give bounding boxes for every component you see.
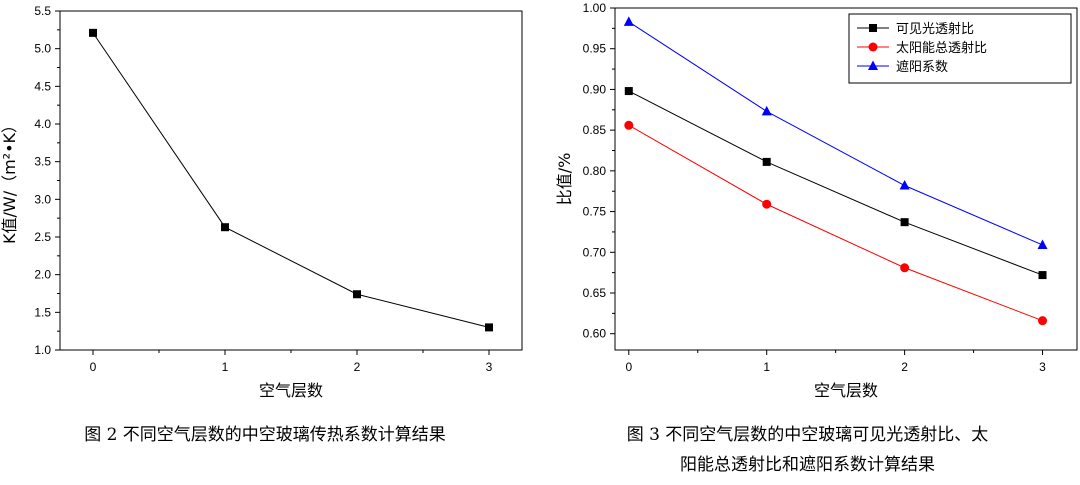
k-chart-y-tick-label: 1.0 [34,343,51,357]
ratio-chart-legend-marker [868,42,878,52]
ratio-chart-y-axis-label: 比值/% [555,153,574,206]
ratio-chart-legend-label: 太阳能总透射比 [896,40,987,56]
ratio-chart-series-2-line [628,21,1043,246]
k-chart-y-tick-label: 3.0 [34,192,51,206]
ratio-chart-series-1-point [900,263,910,273]
k-chart-y-axis-label: K值/W/（m²•K） [0,117,19,244]
transmittance-chart: 0.60 0.65 0.70 0.75 0.80 0.85 0.90 0.95 1.00 0 1 2 3… [555,1,1078,400]
ratio-chart-y-tick-label: 0.75 [583,205,607,219]
k-chart-y-tick-label: 5.0 [34,42,51,56]
k-chart-y-tick-label: 3.5 [34,155,51,169]
k-value-chart: 1.0 1.5 2.0 2.5 3.0 3.5 4.0 4.5 5.0 5.5 0 1 2 3 空气层数 K值… [0,4,523,400]
ratio-chart-x-tick-label: 0 [625,360,632,374]
ratio-chart-series-1-point [1038,316,1048,326]
ratio-chart-x-tick-label: 2 [901,360,908,374]
k-chart-series-0-point [353,290,361,299]
ratio-chart-legend-box [848,13,1072,84]
ratio-chart-series-0-line [628,90,1043,276]
figure-3-caption: 图 3 不同空气层数的中空玻璃可见光透射比、太 阳能总透射比和遮阳系数计算结果 [535,420,1080,480]
ratio-chart-y-tick-label: 0.60 [583,327,607,341]
ratio-chart-series-2-point [761,105,772,116]
transmittance-figure: 0.60 0.65 0.70 0.75 0.80 0.85 0.90 0.95 1.00 0 1 2 3… [535,0,1080,485]
ratio-chart-series-2-point [623,16,634,26]
ratio-chart-series-0-point [1038,271,1047,280]
ratio-chart-series-1-point [762,199,772,209]
ratio-chart-x-axis-label: 空气层数 [814,381,878,400]
k-chart-plot-frame [59,10,523,351]
ratio-chart-y-tick-label: 0.80 [583,164,607,178]
ratio-chart-x-tick-label: 1 [763,360,770,374]
ratio-chart-y-tick-label: 0.90 [583,82,607,96]
k-chart-y-tick-label: 5.5 [34,4,51,18]
figure-3-caption-line-1: 图 3 不同空气层数的中空玻璃可见光透射比、太 [626,425,989,445]
ratio-chart-series-1-line [628,124,1043,322]
k-chart-series-0-line [92,32,490,328]
k-value-figure: 1.0 1.5 2.0 2.5 3.0 3.5 4.0 4.5 5.0 5.5 0 1 2 3 空气层数 K值… [0,0,530,485]
k-chart-x-tick-label: 2 [354,360,361,374]
k-chart-series-0-point [485,323,493,332]
figure-3-caption-line-2: 阳能总透射比和遮阳系数计算结果 [680,455,935,475]
ratio-chart-series-0-point [762,157,771,166]
ratio-chart-plot-frame [614,7,1078,351]
ratio-chart-x-tick-label: 3 [1039,360,1046,374]
ratio-chart-legend-marker [868,60,878,70]
k-chart-y-tick-label: 2.0 [34,268,51,282]
ratio-chart-series-1-point [624,120,634,130]
ratio-chart-y-tick-label: 1.00 [583,1,607,15]
ratio-chart-y-tick-label: 0.70 [583,245,607,259]
ratio-chart-legend-label: 可见光透射比 [896,21,974,37]
ratio-chart-series-0-point [624,87,633,96]
ratio-chart-legend-label: 遮阳系数 [896,59,948,75]
ratio-chart-series-2-point [899,180,910,190]
ratio-chart-legend-marker [869,24,877,32]
ratio-chart-y-tick-label: 0.85 [583,123,607,137]
k-chart-y-tick-label: 2.5 [34,230,51,244]
k-chart-series-0-point [89,28,97,37]
k-chart-x-tick-label: 1 [222,360,229,374]
k-chart-x-axis-label: 空气层数 [259,381,323,400]
k-chart-series-0-point [221,223,229,232]
k-chart-y-tick-label: 4.0 [34,117,51,131]
ratio-chart-y-tick-label: 0.95 [583,42,607,56]
ratio-chart-series-2-point [1037,239,1048,249]
ratio-chart-y-tick-label: 0.65 [583,286,607,300]
ratio-chart-series-0-point [900,218,909,227]
k-chart-x-tick-label: 0 [90,360,97,374]
figure-2-caption: 图 2 不同空气层数的中空玻璃传热系数计算结果 [84,425,446,445]
k-chart-y-tick-label: 4.5 [34,79,51,93]
k-chart-x-tick-label: 3 [486,360,493,374]
k-chart-y-tick-label: 1.5 [34,305,51,319]
